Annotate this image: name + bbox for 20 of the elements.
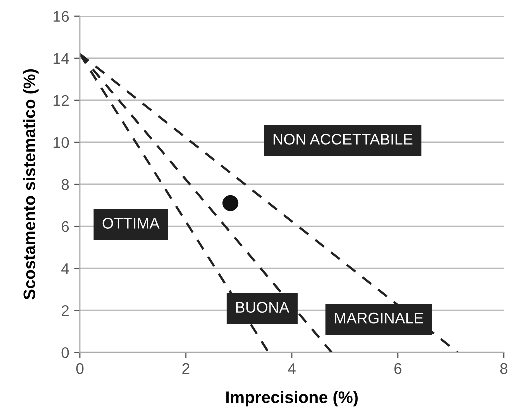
x-tick-label: 8 bbox=[500, 363, 508, 374]
y-tick-label: 4 bbox=[62, 264, 70, 274]
y-tick-label: 10 bbox=[54, 137, 70, 148]
y-tick-label: 6 bbox=[62, 221, 70, 232]
x-axis-title: Imprecisione (%) bbox=[226, 391, 358, 407]
annotation: BUONA bbox=[236, 302, 290, 313]
y-axis-title: Scostamento sistematico (%) bbox=[23, 70, 39, 300]
x-tick-label: 4 bbox=[288, 364, 296, 374]
annotation: MARGINALE bbox=[335, 312, 424, 324]
x-tick-label: 2 bbox=[182, 363, 190, 374]
annotation: OTTIMA bbox=[102, 218, 160, 229]
x-tick-label: 6 bbox=[394, 363, 402, 374]
annotation: NON ACCETTABILE bbox=[274, 134, 413, 145]
y-tick-label: 8 bbox=[62, 179, 70, 190]
y-tick-label: 16 bbox=[54, 11, 70, 22]
y-tick-label: 12 bbox=[54, 95, 69, 106]
y-tick-label: 14 bbox=[54, 53, 70, 64]
x-tick-label: 0 bbox=[76, 363, 84, 374]
y-tick-label: 2 bbox=[62, 305, 69, 316]
y-tick-label: 0 bbox=[62, 347, 70, 358]
